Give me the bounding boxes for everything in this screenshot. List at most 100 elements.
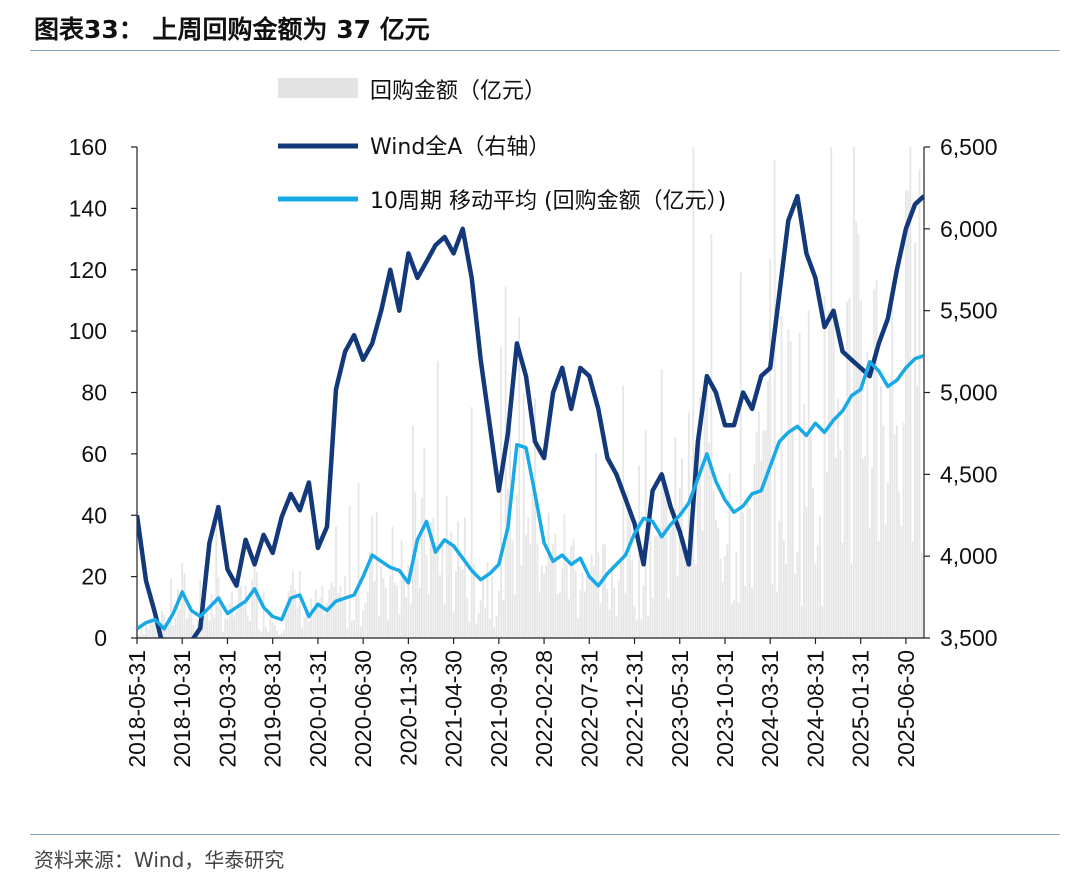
repurchase-bar: [448, 543, 450, 638]
repurchase-bar: [597, 552, 600, 638]
repurchase-bar: [914, 242, 916, 638]
repurchase-bar: [210, 593, 213, 638]
left-tick-label: 100: [69, 318, 107, 344]
x-tick-label: 2023-05-31: [667, 650, 693, 768]
repurchase-bar: [509, 426, 511, 638]
repurchase-bar: [149, 617, 152, 638]
repurchase-bar: [335, 526, 337, 638]
repurchase-bar: [805, 507, 808, 638]
repurchase-bar: [918, 169, 921, 638]
repurchase-bar: [339, 586, 342, 638]
repurchase-bar: [436, 360, 439, 638]
repurchase-bar: [717, 527, 720, 638]
repurchase-bar: [151, 621, 154, 638]
repurchase-bar: [382, 578, 385, 638]
repurchase-bar: [461, 569, 464, 638]
repurchase-bar: [226, 618, 229, 638]
repurchase-bar: [859, 300, 862, 638]
repurchase-bar: [787, 329, 790, 638]
repurchase-bar: [755, 432, 758, 638]
repurchase-bar: [877, 540, 880, 638]
repurchase-bar: [687, 412, 690, 638]
repurchase-bar: [599, 603, 602, 638]
legend-label-repurchase: 回购金额（亿元）: [370, 79, 546, 104]
repurchase-bar: [868, 527, 871, 638]
repurchase-bar: [380, 567, 383, 638]
repurchase-bar: [577, 617, 579, 638]
x-tick-label: 2020-01-31: [305, 650, 331, 768]
repurchase-bar: [256, 572, 258, 638]
repurchase-bar: [624, 592, 627, 638]
x-tick-label: 2022-07-31: [576, 650, 602, 768]
repurchase-bar: [389, 575, 392, 638]
repurchase-bar: [235, 611, 238, 638]
repurchase-bar: [513, 594, 516, 638]
repurchase-bar: [819, 515, 821, 638]
repurchase-bar: [873, 289, 876, 638]
repurchase-bar: [495, 615, 498, 638]
repurchase-bar: [344, 575, 346, 638]
repurchase-bar: [393, 582, 396, 638]
repurchase-bar: [287, 591, 290, 638]
repurchase-bar: [364, 603, 367, 638]
repurchase-bar: [439, 575, 441, 638]
repurchase-bar: [244, 585, 247, 638]
repurchase-bar: [746, 499, 749, 638]
repurchase-bar: [138, 634, 141, 638]
repurchase-bar: [803, 404, 805, 638]
repurchase-bar: [292, 571, 294, 638]
repurchase-bar: [764, 430, 767, 638]
repurchase-bar: [776, 591, 778, 638]
repurchase-bar: [357, 483, 360, 638]
repurchase-bar: [457, 521, 459, 638]
repurchase-bar: [706, 390, 708, 638]
repurchase-bar: [672, 512, 674, 638]
repurchase-bar: [739, 272, 742, 638]
repurchase-bar: [502, 599, 505, 638]
repurchase-bar: [405, 597, 407, 638]
repurchase-bar: [898, 492, 900, 638]
repurchase-bar: [663, 474, 665, 638]
repurchase-bar: [434, 544, 437, 638]
x-tick-label: 2022-12-31: [622, 650, 648, 768]
repurchase-bar: [267, 631, 270, 638]
repurchase-bar: [631, 560, 634, 638]
repurchase-bar: [452, 611, 455, 638]
repurchase-bar: [683, 538, 686, 638]
repurchase-bar: [559, 592, 561, 638]
repurchase-bar: [744, 586, 747, 638]
repurchase-bar: [545, 564, 548, 638]
repurchase-bar: [181, 562, 184, 638]
series-lines: [137, 193, 924, 638]
repurchase-bar: [285, 614, 288, 638]
repurchase-bar: [552, 544, 554, 638]
repurchase-bar: [760, 460, 763, 638]
repurchase-bar: [332, 587, 335, 638]
repurchase-bar: [730, 604, 733, 638]
right-tick-label: 4,500: [940, 461, 998, 487]
repurchase-bar: [421, 497, 423, 638]
footer-divider: [30, 834, 1060, 835]
repurchase-bar: [348, 505, 351, 638]
x-tick-label: 2025-01-31: [848, 650, 874, 768]
repurchase-bar: [165, 627, 168, 638]
repurchase-bar: [647, 615, 649, 638]
repurchase-bar: [525, 534, 527, 638]
repurchase-bar: [884, 524, 887, 638]
repurchase-bar: [188, 612, 190, 638]
repurchase-bar: [565, 564, 568, 638]
repurchase-bar: [681, 458, 683, 638]
left-tick-label: 120: [69, 257, 107, 283]
repurchase-bar: [839, 449, 842, 638]
x-tick-label: 2021-04-30: [441, 650, 467, 768]
right-tick-label: 4,000: [940, 543, 998, 569]
repurchase-bar: [294, 589, 297, 638]
repurchase-bar: [920, 552, 923, 638]
repurchase-bar: [507, 488, 509, 638]
moving-average-line: [137, 354, 924, 631]
repurchase-bar: [412, 425, 414, 638]
repurchase-bar: [432, 518, 435, 638]
repurchase-bar: [373, 581, 376, 638]
repurchase-bar: [192, 624, 195, 638]
repurchase-bar: [669, 529, 672, 638]
